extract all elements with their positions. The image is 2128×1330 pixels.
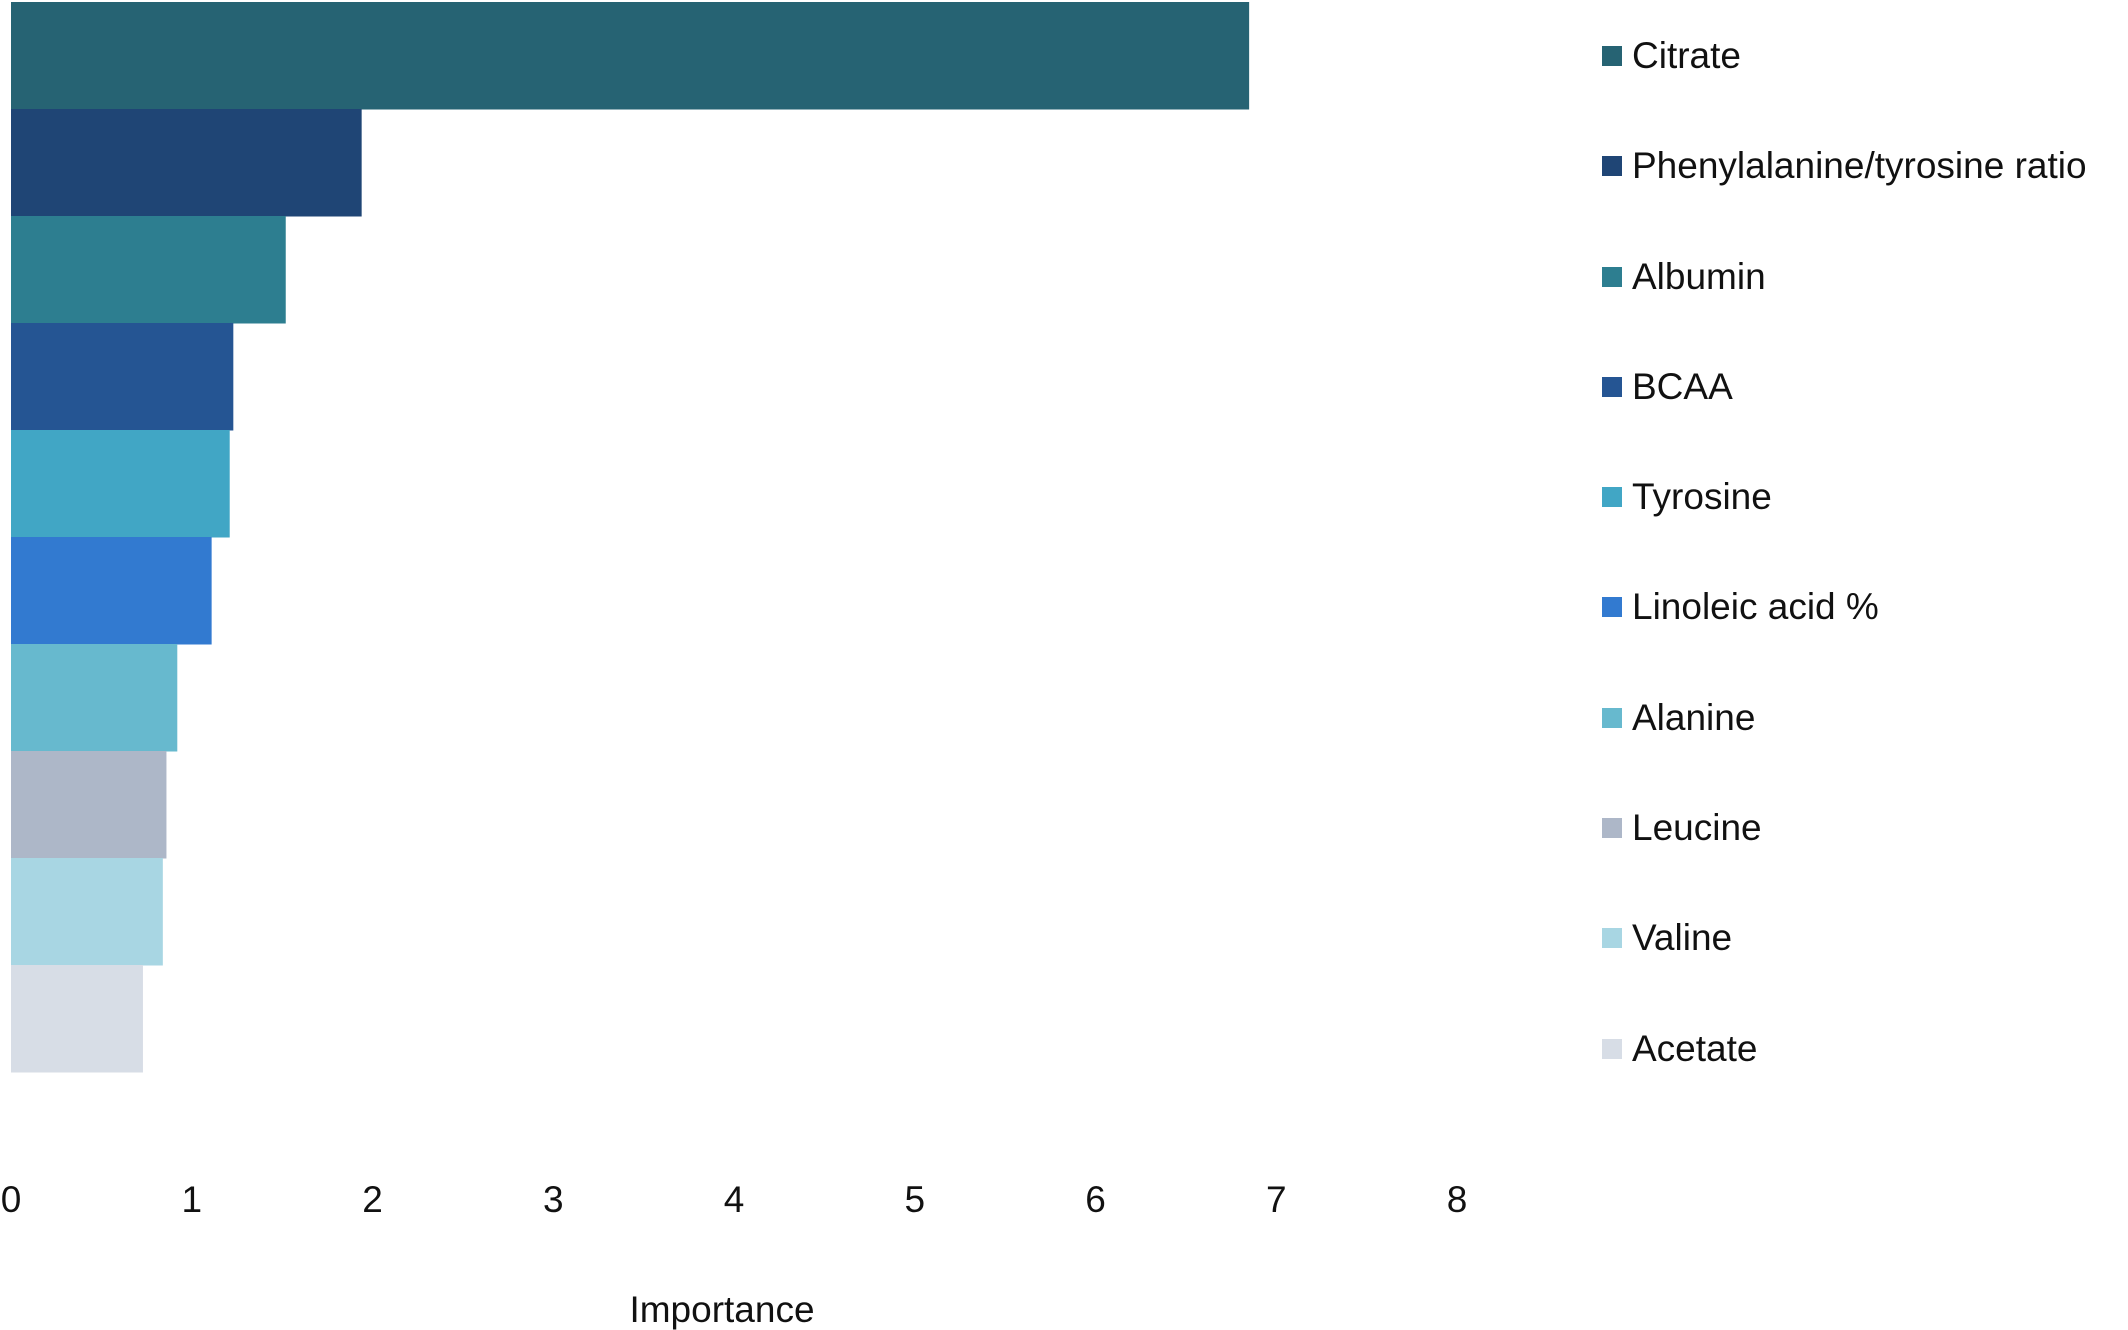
bar-alanine — [11, 644, 178, 752]
x-tick-label: 7 — [1266, 1179, 1287, 1220]
legend-swatch — [1602, 46, 1622, 66]
legend-swatch — [1602, 818, 1622, 839]
x-axis-label: Importance — [629, 1289, 814, 1330]
legend-item: Citrate — [1602, 28, 2087, 138]
legend-swatch — [1602, 266, 1622, 287]
bar-bcaa — [11, 323, 234, 431]
x-tick-label: 5 — [904, 1179, 925, 1220]
bars-group — [11, 2, 1250, 1073]
x-axis-ticks: 0 1 2 3 4 5 6 7 8 — [1, 1179, 1468, 1220]
legend-swatch — [1602, 156, 1622, 177]
legend-label: Phenylalanine/tyrosine ratio — [1632, 145, 2087, 187]
legend-label: Tyrosine — [1632, 476, 1772, 518]
x-tick-label: 6 — [1085, 1179, 1106, 1220]
legend-item: Tyrosine — [1602, 469, 2087, 579]
bar-linoleic-acid — [11, 537, 212, 645]
legend-swatch — [1602, 707, 1622, 728]
legend-swatch — [1602, 1038, 1622, 1059]
bar-phenylalanine-tyrosine-ratio — [11, 109, 362, 217]
bar-leucine — [11, 751, 167, 859]
legend-label: Albumin — [1632, 255, 1766, 297]
legend-label: BCAA — [1632, 365, 1733, 407]
bar-acetate — [11, 965, 143, 1073]
legend-item: Alanine — [1602, 690, 2087, 800]
legend-item: Albumin — [1602, 249, 2087, 359]
legend-label: Acetate — [1632, 1027, 1758, 1069]
legend-swatch — [1602, 928, 1622, 949]
x-tick-label: 0 — [1, 1179, 22, 1220]
legend-item: Leucine — [1602, 800, 2087, 910]
legend-label: Citrate — [1632, 35, 1741, 76]
bar-albumin — [11, 216, 286, 324]
bar-citrate — [11, 2, 1250, 110]
legend-label: Valine — [1632, 917, 1733, 959]
legend-item: Acetate — [1602, 1021, 2087, 1131]
legend-item: Phenylalanine/tyrosine ratio — [1602, 138, 2087, 248]
importance-bar-chart: 0 1 2 3 4 5 6 7 8 Importance — [1, 2, 1468, 1330]
legend-swatch — [1602, 376, 1622, 397]
x-tick-label: 8 — [1447, 1179, 1468, 1220]
legend-item: Valine — [1602, 910, 2087, 1020]
x-tick-label: 3 — [543, 1179, 564, 1220]
legend-item: BCAA — [1602, 359, 2087, 469]
legend-label: Linoleic acid % — [1632, 586, 1879, 628]
bar-tyrosine — [11, 430, 230, 538]
legend-swatch — [1602, 487, 1622, 508]
legend-label: Leucine — [1632, 807, 1762, 849]
legend-label: Alanine — [1632, 696, 1756, 738]
legend: Citrate Phenylalanine/tyrosine ratio Album… — [1602, 28, 2087, 1131]
x-tick-label: 4 — [724, 1179, 745, 1220]
x-tick-label: 2 — [362, 1179, 383, 1220]
x-tick-label: 1 — [181, 1179, 202, 1220]
legend-item: Linoleic acid % — [1602, 579, 2087, 689]
bar-valine — [11, 858, 163, 966]
legend-swatch — [1602, 597, 1622, 618]
